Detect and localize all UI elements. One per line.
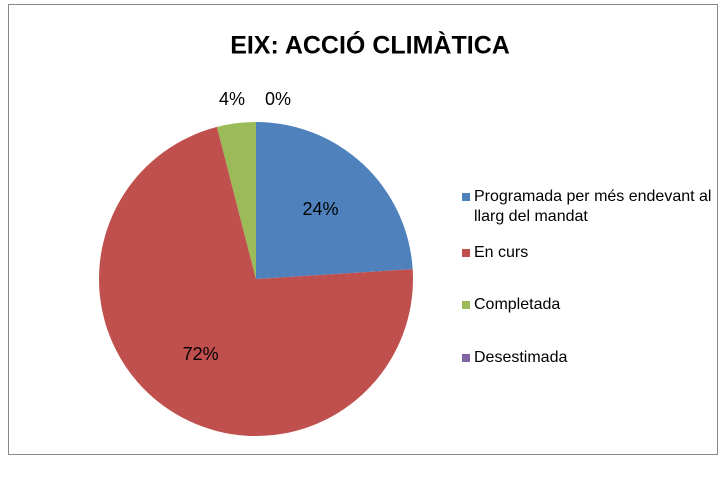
pie-slice — [98, 126, 413, 437]
legend-label: En curs — [474, 244, 529, 261]
legend-label: Completada — [474, 296, 561, 313]
data-label: 0% — [265, 89, 291, 109]
chart-title: EIX: ACCIÓ CLIMÀTICA — [230, 30, 510, 60]
data-label: 72% — [183, 344, 219, 364]
legend-swatch — [462, 354, 470, 362]
legend-label: Programada per més endevant al llarg del… — [474, 188, 712, 225]
legend-item: Completada — [462, 295, 717, 315]
legend-label: Desestimada — [474, 349, 568, 366]
legend-swatch — [462, 193, 470, 201]
pie-slice — [216, 122, 256, 279]
legend-item: En curs — [462, 243, 717, 263]
legend-swatch — [462, 249, 470, 257]
data-label: 24% — [302, 199, 338, 219]
data-label: 4% — [219, 89, 245, 109]
legend-item: Desestimada — [462, 348, 717, 368]
pie-slice — [256, 122, 413, 279]
legend-item: Programada per més endevant al llarg del… — [462, 187, 717, 227]
legend-swatch — [462, 301, 470, 309]
